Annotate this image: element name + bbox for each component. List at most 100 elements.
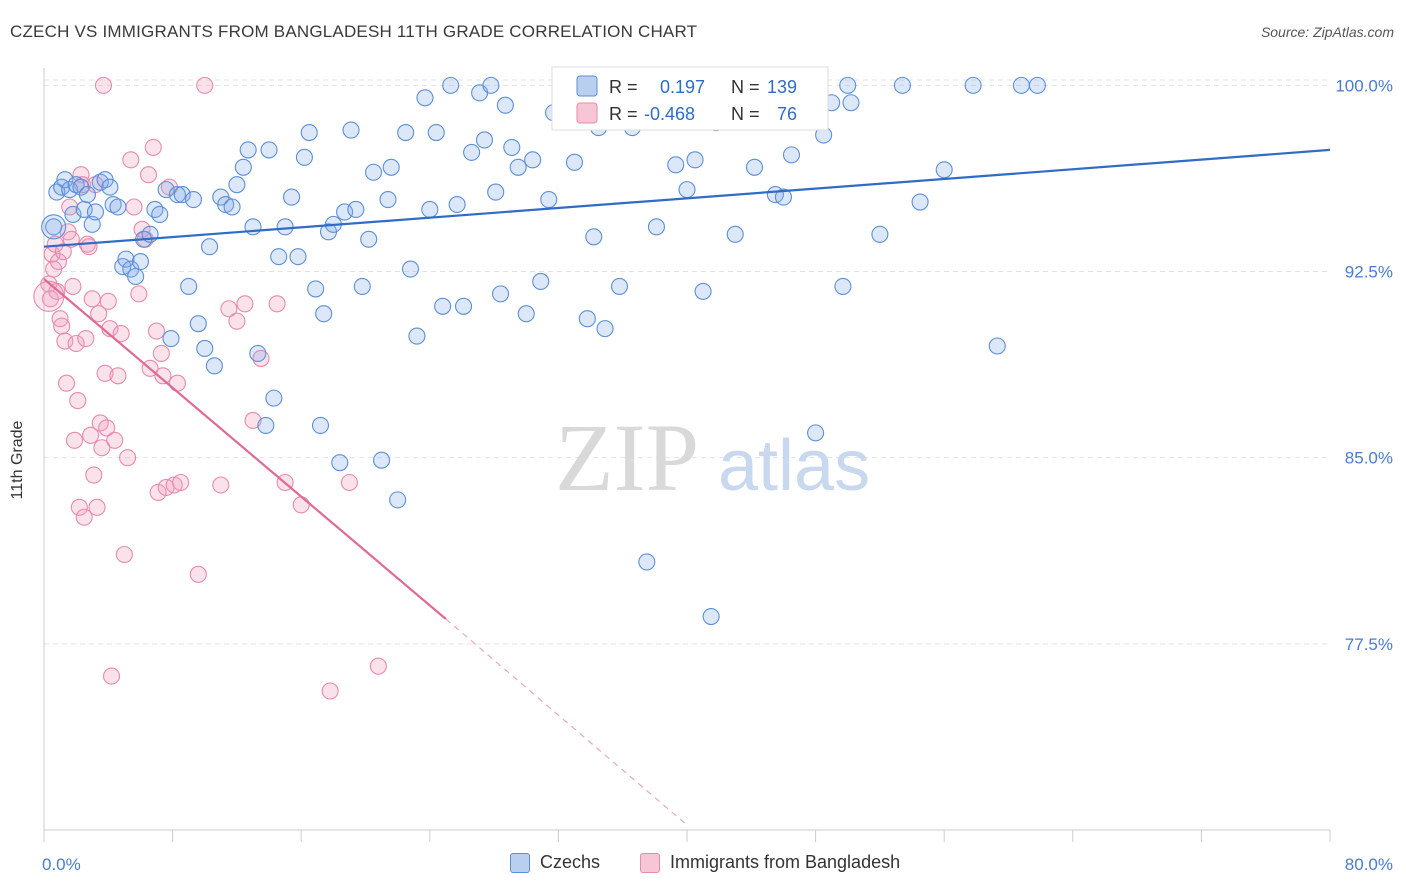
czechs-point-46 [265,389,283,407]
czechs-point-119 [774,188,793,206]
bottom-legend-swatch-czechs [510,852,530,873]
bangladesh-point-large [33,280,65,312]
bangladesh-point-42 [112,325,130,343]
y-tick-labels: 100.0% 92.5% 85.0% 77.5% [1335,76,1393,653]
czechs-point-81 [475,131,494,149]
bangladesh-point-11 [57,374,76,392]
czechs-point-18 [117,250,135,268]
czechs-point-66 [379,191,397,209]
correlation-legend: R = 0.197 N = 139 R = -0.468 N = 76 [551,66,829,131]
czechs-point-39 [228,176,246,194]
bangladesh-point-67 [236,295,254,313]
czechs-point-50 [289,248,307,266]
bangladesh-point-33 [93,439,111,457]
bangladesh-point-64 [212,476,230,494]
bangladesh-point-50 [139,166,158,184]
bangladesh-point-30 [88,498,106,516]
czechs-point-105 [647,218,666,236]
czechs-point-82 [482,76,500,94]
czechs-point-126 [839,76,857,94]
legend-r-value-czechs: 0.197 [660,77,705,97]
bangladesh-point-66 [228,312,246,330]
bangladesh-point-68 [244,411,262,430]
czechs-point-20 [127,267,145,286]
bangladesh-point-55 [152,344,170,362]
legend-n-value-bangladesh: 76 [777,104,797,124]
bangladesh-point-73 [321,682,339,700]
czechs-point-16 [109,198,127,216]
czechs-point-24 [146,200,164,219]
bangladesh-point-35 [96,364,114,382]
bangladesh-point-17 [67,334,85,353]
bangladesh-point-39 [102,667,121,685]
czechs-point-5 [64,205,82,223]
czechs-point-28 [168,186,186,204]
czechs-point-55 [315,305,333,323]
czechs-point-51 [295,148,313,166]
bangladesh-point-46 [125,198,143,216]
czechs-point-122 [807,424,825,442]
czechs-point-67 [382,158,400,176]
bangladesh-point-75 [369,657,387,675]
legend-n-value-czechs: 139 [767,77,797,97]
bangladesh-point-44 [119,449,137,467]
czechs-point-78 [455,297,473,315]
watermark-zip: ZIP [555,404,699,511]
czechs-point-11 [86,203,104,221]
legend-n-label-czechs: N = [731,77,760,97]
bangladesh-point-61 [172,473,190,492]
bangladesh-point-69 [252,349,270,367]
czechs-point-0 [45,218,63,236]
bangladesh-point-15 [64,277,82,295]
bangladesh-trend-line [43,278,447,620]
czechs-point-90 [532,272,550,291]
bangladesh-point-9 [54,243,72,261]
czechs-point-64 [364,163,383,181]
czechs-point-86 [503,138,521,156]
czechs-point-12 [91,173,109,191]
czechs-point-62 [353,277,371,295]
y-tick-label-3: 77.5% [1345,635,1393,654]
czechs-point-43 [249,344,267,362]
bangladesh-points [33,76,387,700]
czechs-point-111 [702,607,720,626]
czechs-point-74 [427,123,445,142]
czechs-point-45 [260,141,278,159]
czechs-point-125 [834,277,852,295]
czechs-point-65 [373,451,391,469]
czechs-point-47 [270,248,288,266]
bangladesh-point-62 [189,565,207,583]
czechs-point-107 [667,156,685,174]
bangladesh-point-25 [80,238,98,256]
czechs-point-61 [347,200,365,219]
czechs-point-35 [205,357,223,375]
czechs-point-83 [487,183,505,201]
bangladesh-point-63 [196,76,214,94]
x-tick-labels: 0.0% 80.0% [42,855,1393,874]
czechs-point-44 [257,416,275,434]
czechs-point-133 [988,337,1006,355]
czechs-point-large [41,214,67,240]
bangladesh-point-19 [70,498,88,516]
czechs-point-27 [162,329,180,348]
czechs-point-54 [311,416,330,434]
legend-box [551,66,829,131]
czechs-point-6 [67,176,85,194]
bangladesh-point-74 [340,473,358,492]
czechs-point-14 [101,178,119,196]
bangladesh-point-16 [65,431,84,449]
bottom-legend-label-bangladesh: Immigrants from Bangladesh [670,852,901,872]
czechs-point-104 [638,553,656,571]
bangladesh-point-72 [292,496,310,514]
czechs-point-15 [104,195,122,214]
source-label: Source: ZipAtlas.com [1260,24,1394,40]
axes [43,68,1331,842]
bangladesh-point-34 [94,76,113,94]
bangladesh-point-65 [220,300,238,318]
bangladesh-point-53 [147,322,166,340]
czechs-point-73 [421,200,439,219]
czechs-point-109 [686,151,704,169]
czechs-point-134 [1012,76,1030,94]
y-tick-label-2: 85.0% [1345,449,1393,468]
